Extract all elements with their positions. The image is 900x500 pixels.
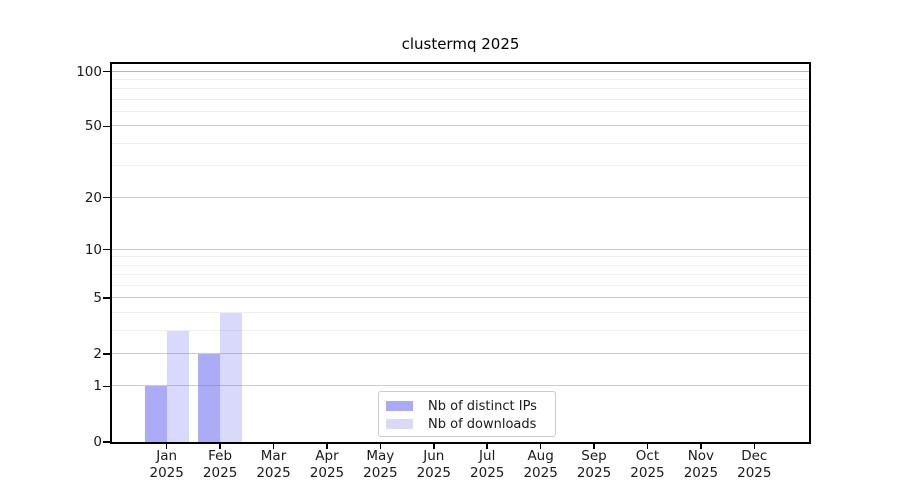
gridline-minor: [112, 274, 809, 276]
x-tick-label: Aug 2025: [509, 448, 573, 482]
x-tick-label: Apr 2025: [295, 448, 359, 482]
legend-label: Nb of distinct IPs: [428, 398, 537, 414]
x-tick-label: Mar 2025: [242, 448, 306, 482]
x-tick-label: Jul 2025: [455, 448, 519, 482]
x-tick-mark: [433, 444, 435, 449]
bar-distinct-ips-feb: [198, 353, 221, 442]
y-tick-mark: [103, 70, 110, 73]
year-label: 2025: [256, 465, 291, 481]
x-tick-mark: [272, 444, 275, 449]
gridline-minor: [112, 329, 809, 331]
gridline-minor: [112, 311, 809, 313]
gridline-major: [112, 352, 809, 354]
y-tick-label: 2: [93, 345, 102, 362]
month-label: Apr: [315, 448, 339, 464]
year-label: 2025: [309, 465, 345, 481]
month-label: Aug: [527, 448, 554, 464]
y-tick-label: 20: [84, 189, 102, 206]
legend-row: Nb of distinct IPs: [379, 397, 555, 415]
x-tick-label: Jan 2025: [135, 448, 199, 482]
month-label: May: [366, 448, 395, 464]
y-tick-mark: [103, 125, 110, 128]
x-tick-label: Jun 2025: [402, 448, 466, 482]
year-label: 2025: [416, 465, 451, 481]
y-tick-label: 50: [84, 118, 102, 135]
year-label: 2025: [149, 465, 184, 481]
x-tick-mark: [753, 444, 756, 449]
gridline-major: [112, 196, 809, 198]
legend-swatch-downloads: [386, 419, 413, 429]
x-tick-label: Dec 2025: [722, 448, 786, 482]
gridline-minor: [112, 88, 809, 90]
month-label: Mar: [260, 448, 287, 464]
y-tick-mark: [103, 297, 110, 299]
year-label: 2025: [683, 465, 719, 481]
plot-inner: [112, 64, 809, 442]
x-tick-mark: [700, 444, 702, 449]
legend-row: Nb of downloads: [379, 415, 555, 433]
legend-label: Nb of downloads: [428, 416, 537, 432]
gridline-minor: [112, 284, 809, 286]
year-label: 2025: [523, 465, 558, 481]
bar-downloads-feb: [220, 312, 243, 442]
x-tick-mark: [539, 444, 542, 449]
x-tick-label: May 2025: [348, 448, 412, 482]
month-label: Jul: [479, 448, 496, 464]
gridline-major: [112, 297, 809, 299]
gridline-major: [112, 70, 809, 72]
x-tick-mark: [646, 444, 649, 449]
y-tick-label: 5: [93, 290, 102, 307]
chart-title: clustermq 2025: [401, 35, 520, 53]
gridline-minor: [112, 142, 809, 144]
year-label: 2025: [202, 465, 238, 481]
y-tick-mark: [103, 196, 110, 199]
year-label: 2025: [363, 465, 398, 481]
x-tick-mark: [219, 444, 221, 449]
y-tick-label: 100: [76, 63, 102, 80]
gridline-major: [112, 125, 809, 127]
year-label: 2025: [737, 465, 772, 481]
gridline-minor: [112, 78, 809, 80]
x-tick-mark: [593, 444, 595, 449]
gridline-minor: [112, 111, 809, 113]
x-tick-label: Sep 2025: [562, 448, 626, 482]
gridline-minor: [112, 264, 809, 266]
gridline-minor: [112, 98, 809, 100]
month-label: Nov: [687, 448, 715, 464]
x-tick-label: Nov 2025: [669, 448, 733, 482]
x-tick-label: Oct 2025: [615, 448, 679, 482]
year-label: 2025: [470, 465, 505, 481]
x-tick-mark: [165, 444, 168, 449]
y-tick-mark: [103, 385, 110, 388]
x-tick-label: Feb 2025: [188, 448, 252, 482]
plot-area: [110, 62, 811, 444]
month-label: Sep: [581, 448, 607, 464]
month-label: Oct: [635, 448, 660, 464]
x-tick-mark: [379, 444, 382, 449]
x-tick-mark: [326, 444, 328, 449]
gridline-minor: [112, 256, 809, 258]
gridline-major: [112, 248, 809, 250]
month-label: Feb: [208, 448, 233, 464]
gridline-minor: [112, 165, 809, 167]
legend: Nb of distinct IPs Nb of downloads: [378, 391, 556, 437]
legend-swatch-distinct-ips: [386, 401, 413, 411]
y-tick-mark: [103, 441, 110, 443]
month-label: Dec: [741, 448, 768, 464]
bar-downloads-jan: [166, 330, 189, 442]
y-tick-label: 0: [93, 434, 102, 450]
year-label: 2025: [576, 465, 612, 481]
y-tick-mark: [103, 353, 110, 355]
y-tick-mark: [103, 248, 110, 251]
month-label: Jan: [156, 448, 178, 464]
y-tick-label: 10: [84, 241, 102, 258]
year-label: 2025: [630, 465, 665, 481]
x-tick-mark: [486, 444, 488, 449]
month-label: Jun: [423, 448, 445, 464]
bar-distinct-ips-jan: [144, 386, 167, 442]
y-tick-label: 1: [93, 378, 102, 395]
gridline-major: [112, 385, 809, 387]
